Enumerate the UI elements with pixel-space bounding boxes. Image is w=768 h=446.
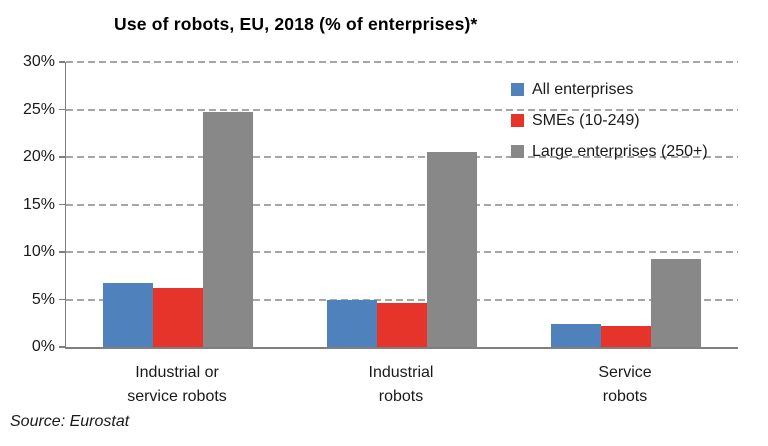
x-axis-label-line: robots [602, 388, 648, 405]
gridline-30pct [66, 61, 738, 63]
legend-swatch-icon [511, 145, 524, 158]
y-axis-tick [59, 298, 65, 300]
y-axis-label: 30% [22, 53, 55, 70]
x-axis-label-2: Service robots [513, 361, 737, 409]
bar-series0-cat0 [103, 283, 153, 347]
source-note: Source: Eurostat [10, 413, 130, 430]
bar-series2-cat2 [651, 258, 701, 347]
plot-area [65, 61, 738, 349]
y-axis-label: 20% [22, 148, 55, 165]
bar-series2-cat1 [427, 152, 477, 347]
y-axis-label: 25% [22, 100, 55, 118]
x-axis-label-line: service robots [127, 388, 227, 405]
legend-swatch-icon [511, 83, 524, 96]
legend-item-0: All enterprises [511, 74, 708, 105]
y-axis-tick [59, 108, 65, 110]
y-axis-label: 10% [22, 243, 55, 260]
gridline-5pct [66, 298, 738, 301]
legend-item-1: SMEs (10-249) [511, 105, 708, 136]
x-axis-label-line: Industrial or [135, 364, 219, 381]
y-axis-tick [59, 203, 65, 205]
x-axis-labels: Industrial or service robots Industrial rob… [65, 361, 737, 411]
bar-group [103, 112, 253, 347]
legend-label: Large enterprises (250+) [532, 142, 708, 160]
legend-swatch-icon [511, 114, 524, 127]
x-axis-label-line: Service [598, 364, 652, 381]
legend-label: SMEs (10-249) [532, 111, 640, 129]
x-axis-label-line: robots [378, 388, 424, 405]
y-axis-label: 5% [31, 290, 55, 308]
y-axis-label: 15% [22, 195, 55, 213]
bar-series1-cat0 [153, 288, 203, 347]
gridline-15pct [66, 203, 738, 206]
bar-series1-cat1 [377, 303, 427, 347]
bar-series1-cat2 [601, 326, 651, 347]
chart-legend: All enterprises SMEs (10-249) Large enterp… [511, 74, 708, 167]
category-group-2 [514, 62, 738, 347]
legend-item-2: Large enterprises (250+) [511, 136, 708, 167]
y-axis-label: 0% [31, 338, 55, 355]
bar-group [551, 258, 701, 347]
gridline-10pct [66, 251, 738, 253]
chart-title: Use of robots, EU, 2018 (% of enterprise… [114, 14, 478, 34]
category-group-1 [290, 62, 514, 347]
bar-series0-cat2 [551, 324, 601, 347]
category-group-0 [66, 62, 290, 347]
x-axis-label-0: Industrial or service robots [65, 361, 289, 409]
legend-label: All enterprises [532, 80, 634, 98]
y-axis-tick [59, 346, 65, 348]
y-axis-tick [59, 251, 65, 253]
y-axis-tick [59, 156, 65, 158]
bar-series2-cat0 [203, 112, 253, 347]
gridline-20pct [66, 156, 738, 158]
bar-group [327, 152, 477, 347]
bar-series0-cat1 [327, 299, 377, 347]
x-axis-label-1: Industrial robots [289, 361, 513, 409]
x-axis-label-line: Industrial [368, 364, 434, 381]
y-axis-tick [59, 61, 65, 63]
gridline-25pct [66, 108, 738, 111]
